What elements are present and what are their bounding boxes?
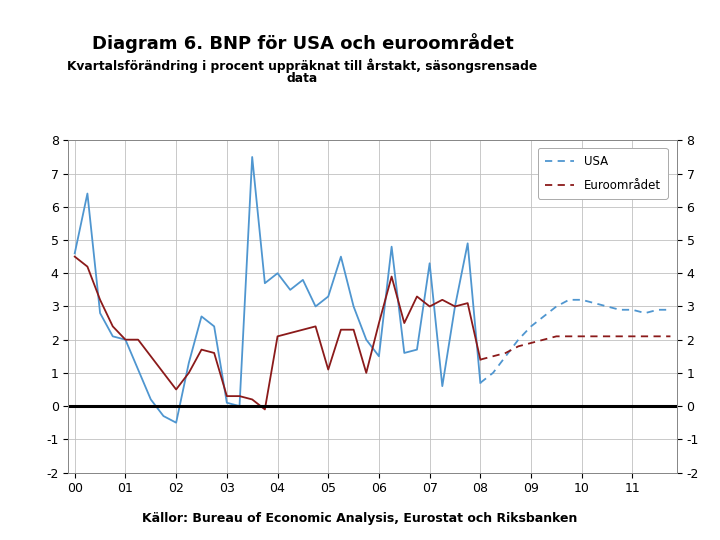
Legend: USA, Euroområdet: USA, Euroområdet xyxy=(538,148,668,199)
Text: data: data xyxy=(287,72,318,85)
Text: Diagram 6. BNP för USA och euroområdet: Diagram 6. BNP för USA och euroområdet xyxy=(91,33,513,53)
Text: Källor: Bureau of Economic Analysis, Eurostat och Riksbanken: Källor: Bureau of Economic Analysis, Eur… xyxy=(143,512,577,525)
Text: SVERIGES
RIKSBANK: SVERIGES RIKSBANK xyxy=(647,57,691,77)
Text: ✦✦✦
✦ ✦
✦✦✦: ✦✦✦ ✦ ✦ ✦✦✦ xyxy=(657,12,681,40)
Text: Kvartalsförändring i procent uppräknat till årstakt, säsongsrensade: Kvartalsförändring i procent uppräknat t… xyxy=(67,59,538,73)
